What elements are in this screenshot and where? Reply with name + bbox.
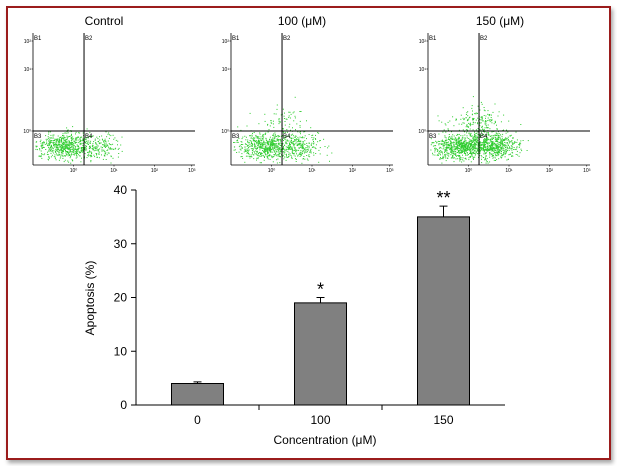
panel-y-tick: 10⁰: [23, 129, 31, 135]
quadrant-label-b2: B2: [480, 36, 488, 42]
bar-150: [417, 216, 470, 406]
apoptosis-bar-chart: 0 10 20 30 40 0 100 * 150 ** Apoptosis (%) Conce…: [83, 183, 505, 447]
quadrant-label-b4: B4: [85, 134, 93, 140]
x-tick-label: 100: [310, 413, 330, 427]
flow-panel-1: Control 10² 10¹ 10⁰ 10⁰ 10¹ 10² 10³ B1 B2 B3 B4: [23, 14, 195, 174]
panel-x-tick: 10¹: [110, 168, 118, 174]
panel-x-tick: 10²: [151, 168, 159, 174]
significance-marker: *: [317, 280, 324, 300]
quadrant-label-b3: B3: [34, 134, 42, 140]
significance-marker: **: [436, 188, 450, 208]
panel-x-tick: 10⁰: [268, 168, 276, 174]
x-axis-label: Concentration (μM): [274, 433, 377, 447]
panel-x-tick: 10²: [349, 168, 357, 174]
panel-x-tick: 10²: [546, 168, 554, 174]
scatter-dots: [233, 96, 333, 164]
panel-y-tick: 10⁰: [418, 129, 426, 135]
quadrant-label-b2: B2: [85, 36, 93, 42]
panel-x-tick: 10³: [188, 168, 196, 174]
y-tick-label: 30: [114, 237, 128, 251]
flow-panel-2: 100 (μM) 10² 10¹ 10⁰ 10⁰ 10¹ 10² 10³ B1 B2 B3 B4: [221, 14, 393, 174]
panel-x-tick: 10¹: [505, 168, 513, 174]
quadrant-label-b1: B1: [232, 36, 240, 42]
panel-y-tick: 10²: [419, 39, 427, 45]
panel-title: Control: [85, 14, 124, 28]
quadrant-label-b1: B1: [34, 36, 42, 42]
quadrant-label-b3: B3: [429, 134, 437, 140]
y-tick-label: 10: [114, 344, 128, 358]
quadrant-label-b2: B2: [283, 36, 291, 42]
panel-y-tick: 10¹: [222, 67, 230, 73]
x-tick-label: 150: [433, 413, 453, 427]
panel-x-tick: 10³: [386, 168, 394, 174]
panel-x-tick: 10⁰: [465, 168, 473, 174]
bar-100: [294, 302, 347, 406]
panel-title: 150 (μM): [476, 14, 524, 28]
quadrant-label-b3: B3: [232, 134, 240, 140]
scatter-dots: [35, 126, 123, 164]
panel-title: 100 (μM): [278, 14, 326, 28]
panel-x-tick: 10¹: [308, 168, 316, 174]
panel-y-tick: 10²: [222, 39, 230, 45]
y-tick-label: 20: [114, 291, 128, 305]
panel-x-tick: 10³: [583, 168, 591, 174]
quadrant-label-b1: B1: [429, 36, 437, 42]
panel-x-tick: 10⁰: [70, 168, 78, 174]
panel-y-tick: 10¹: [24, 67, 32, 73]
scatter-dots: [430, 96, 529, 164]
y-tick-label: 0: [120, 398, 127, 412]
x-tick-label: 0: [194, 413, 201, 427]
quadrant-label-b4: B4: [480, 134, 488, 140]
panel-y-tick: 10⁰: [221, 129, 229, 135]
y-axis-label: Apoptosis (%): [83, 261, 97, 336]
flow-panel-3: 150 (μM) 10² 10¹ 10⁰ 10⁰ 10¹ 10² 10³ B1 B2 B3 B4: [418, 14, 590, 174]
y-tick-label: 40: [114, 183, 128, 197]
panel-y-tick: 10¹: [419, 67, 427, 73]
panel-y-tick: 10²: [24, 39, 32, 45]
quadrant-label-b4: B4: [283, 134, 291, 140]
bar-0: [171, 383, 224, 406]
